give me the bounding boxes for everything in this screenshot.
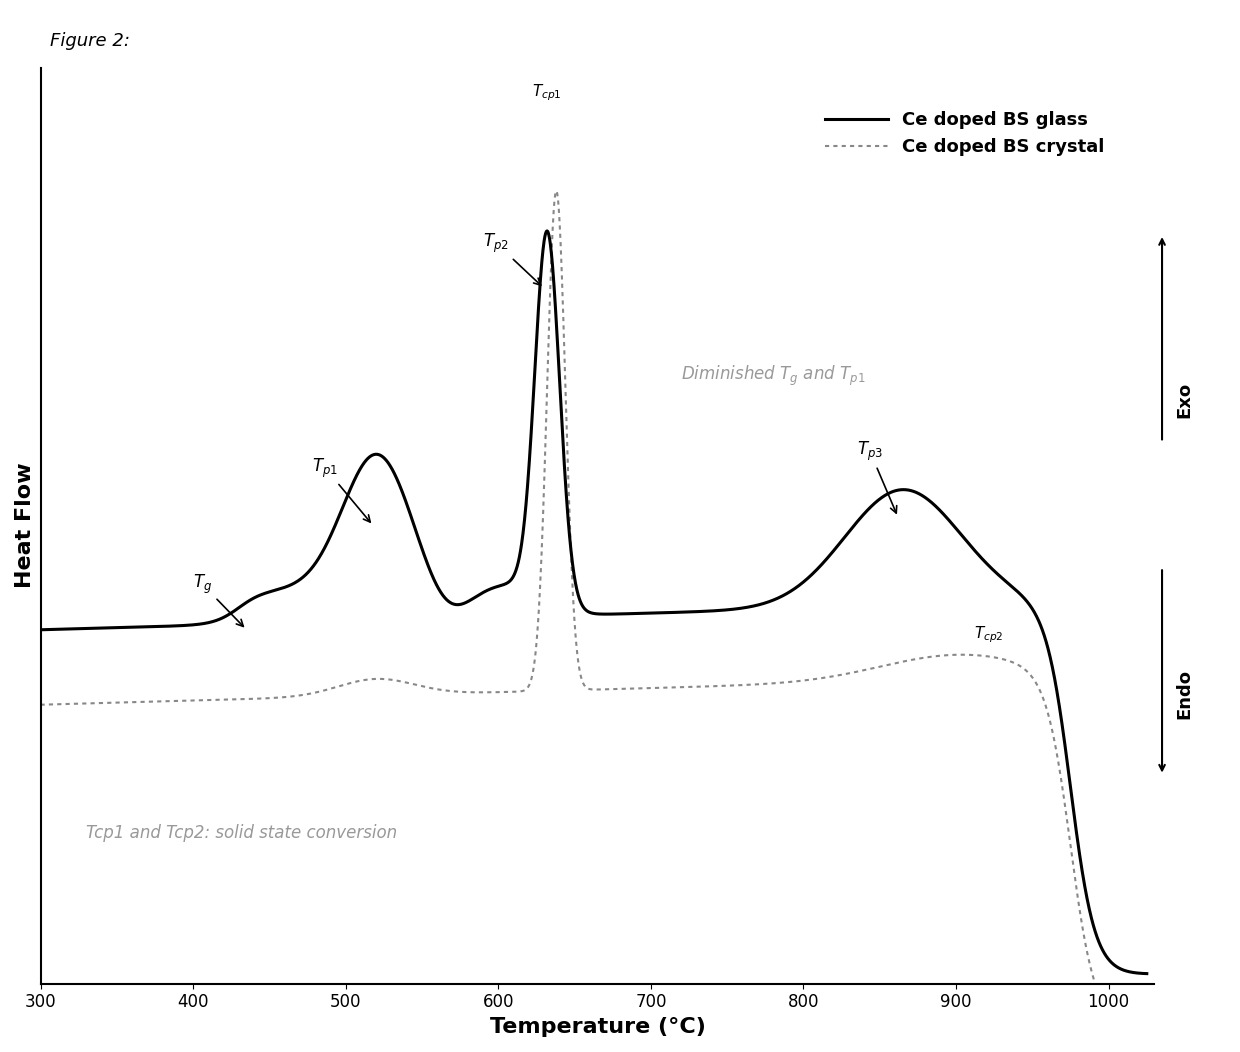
Ce doped BS crystal bbox=[159, 695, 174, 708]
Ce doped BS crystal bbox=[458, 686, 472, 699]
Ce doped BS crystal bbox=[1140, 1020, 1154, 1033]
Text: $T_g$: $T_g$ bbox=[193, 573, 243, 626]
Text: $T_{p2}$: $T_{p2}$ bbox=[484, 231, 541, 285]
Ce doped BS glass bbox=[1118, 965, 1133, 977]
Ce doped BS glass bbox=[505, 571, 520, 584]
Ce doped BS glass bbox=[1140, 967, 1154, 979]
Ce doped BS crystal bbox=[1118, 1016, 1133, 1029]
Ce doped BS glass bbox=[998, 575, 1013, 588]
Line: Ce doped BS crystal: Ce doped BS crystal bbox=[41, 191, 1147, 1027]
Text: $T_{cp2}$: $T_{cp2}$ bbox=[975, 624, 1004, 645]
Ce doped BS glass bbox=[539, 225, 554, 238]
Ce doped BS glass bbox=[458, 596, 472, 609]
Text: Figure 2:: Figure 2: bbox=[50, 32, 130, 49]
Ce doped BS crystal bbox=[998, 653, 1013, 666]
Text: Endo: Endo bbox=[1176, 669, 1193, 720]
Text: $T_{cp1}$: $T_{cp1}$ bbox=[532, 83, 562, 103]
Ce doped BS glass bbox=[224, 606, 239, 619]
Ce doped BS crystal bbox=[549, 185, 564, 198]
Ce doped BS crystal bbox=[33, 699, 48, 711]
Text: $T_{p3}$: $T_{p3}$ bbox=[857, 440, 897, 513]
Legend: Ce doped BS glass, Ce doped BS crystal: Ce doped BS glass, Ce doped BS crystal bbox=[817, 104, 1112, 163]
Ce doped BS crystal bbox=[224, 693, 239, 706]
Text: Tcp1 and Tcp2: solid state conversion: Tcp1 and Tcp2: solid state conversion bbox=[87, 824, 398, 842]
Ce doped BS glass bbox=[33, 624, 48, 636]
Ce doped BS crystal bbox=[505, 686, 520, 699]
Line: Ce doped BS glass: Ce doped BS glass bbox=[41, 231, 1147, 973]
Y-axis label: Heat Flow: Heat Flow bbox=[15, 463, 35, 588]
X-axis label: Temperature (°C): Temperature (°C) bbox=[490, 1017, 706, 1037]
Text: Exo: Exo bbox=[1176, 382, 1193, 418]
Text: Diminished $T_g$ and $T_{p1}$: Diminished $T_g$ and $T_{p1}$ bbox=[682, 364, 866, 388]
Text: $T_{p1}$: $T_{p1}$ bbox=[312, 457, 371, 522]
Ce doped BS glass bbox=[159, 620, 174, 632]
